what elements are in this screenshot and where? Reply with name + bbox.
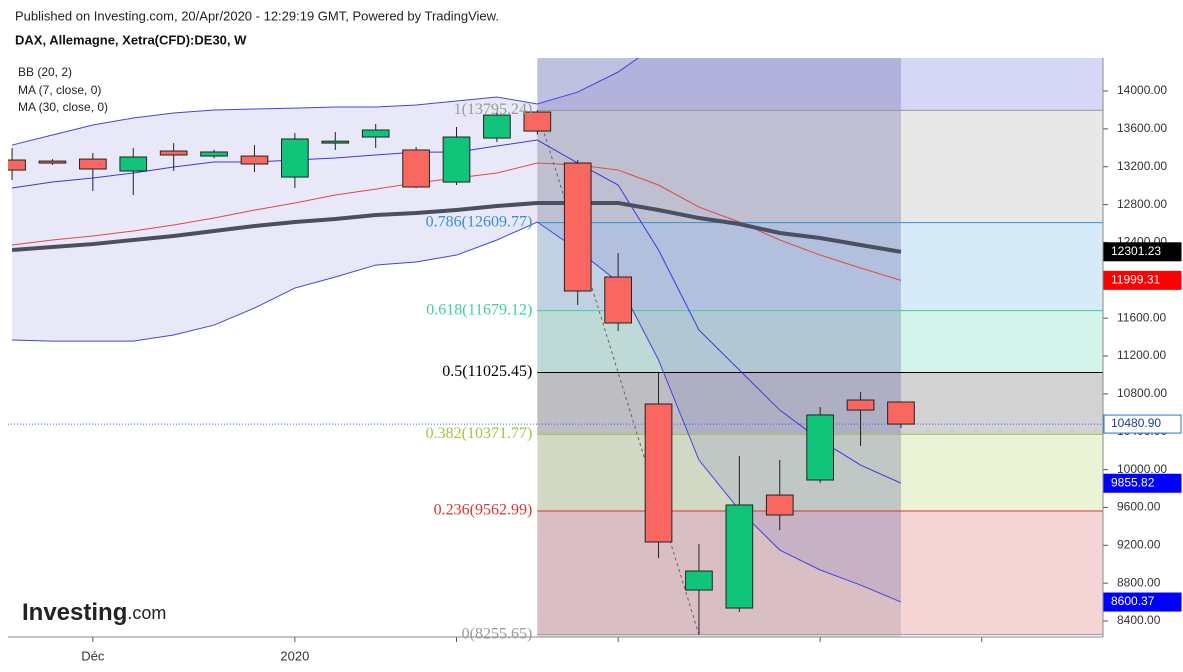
price-label: 12301.23 <box>1111 244 1161 258</box>
candle-body <box>38 160 67 164</box>
y-tick-label: 11600.00 <box>1117 310 1166 324</box>
legend-entry: BB (20, 2) <box>18 65 72 79</box>
y-tick-label: 11200.00 <box>1117 348 1166 362</box>
candle-body <box>8 159 26 171</box>
candle-body <box>644 403 673 543</box>
bb-fill <box>12 58 901 603</box>
candle-body <box>159 150 188 156</box>
candle-body <box>887 401 915 425</box>
y-tick-label: 9200.00 <box>1117 537 1161 551</box>
fib-level-label: 0.786(12609.77) <box>426 213 533 230</box>
fib-zone <box>537 58 1103 111</box>
ma-line <box>11 200 902 254</box>
y-tick-label: 9600.00 <box>1117 500 1161 514</box>
candle-body <box>402 149 430 188</box>
legend-entry: MA (7, close, 0) <box>18 83 101 97</box>
y-tick-label: 13200.00 <box>1117 159 1167 173</box>
y-tick-label: 14000.00 <box>1117 83 1167 97</box>
fib-range-shade <box>537 58 901 637</box>
plot-area <box>8 58 1103 637</box>
logo-suffix: .com <box>127 603 166 623</box>
legend-entry: MA (30, close, 0) <box>18 100 108 114</box>
candle-body <box>725 504 754 609</box>
candle-body <box>119 156 148 172</box>
price-label: 8600.37 <box>1111 594 1155 608</box>
published-note: Published on Investing.com, 20/Apr/2020 … <box>15 8 499 23</box>
overlay: 8400.008800.009200.009600.0010000.001040… <box>8 58 1182 663</box>
candle-body <box>765 494 794 516</box>
price-label-box <box>1103 592 1182 612</box>
price-label-box <box>1103 473 1182 493</box>
fib-level-label: 0.5(11025.45) <box>442 363 532 380</box>
fib-level-label: 0.618(11679.12) <box>426 301 532 318</box>
y-tick-label: 8400.00 <box>1117 613 1161 627</box>
fib-level-label: 0(8255.65) <box>462 625 533 642</box>
fib-level-label: 0.236(9562.99) <box>434 502 533 519</box>
candle-body <box>361 129 390 138</box>
candle-body <box>604 276 632 324</box>
fib-level-label: 1(13795.24) <box>454 101 533 118</box>
price-label-box <box>1103 242 1182 262</box>
bb-upper-line <box>11 58 640 146</box>
fib-zone <box>537 510 1103 635</box>
x-tick-label: Déc <box>81 648 105 663</box>
y-tick-label: 8800.00 <box>1117 575 1161 589</box>
x-tick-label: 2020 <box>280 648 309 663</box>
y-tick-label: 10000.00 <box>1117 462 1167 476</box>
candle-body <box>321 140 350 144</box>
price-label-box <box>1103 414 1182 434</box>
candle-body <box>281 138 309 178</box>
logo: Investing.com <box>22 599 166 626</box>
candle-body <box>685 570 713 591</box>
symbol-title: DAX, Allemagne, Xetra(CFD):DE30, W <box>15 32 247 47</box>
candle-body <box>523 111 552 132</box>
candle-body <box>240 155 269 165</box>
price-label: 9855.82 <box>1111 475 1155 489</box>
candle-body <box>200 151 228 157</box>
candle-body <box>79 158 107 170</box>
y-tick-label: 10800.00 <box>1117 386 1167 400</box>
fib-level-label: 0.382(10371.77) <box>426 425 533 442</box>
logo-main: Investing <box>22 599 127 626</box>
candle-body <box>806 414 834 481</box>
candle-body <box>483 114 511 139</box>
price-label: 11999.31 <box>1111 273 1160 287</box>
candle-body <box>563 162 592 292</box>
price-label: 10480.90 <box>1111 416 1161 430</box>
y-tick-label: 12800.00 <box>1117 197 1167 211</box>
y-tick-label: 13600.00 <box>1117 121 1167 135</box>
candle-body <box>846 399 875 411</box>
price-label-box <box>1103 270 1182 290</box>
candle-body <box>442 136 471 183</box>
